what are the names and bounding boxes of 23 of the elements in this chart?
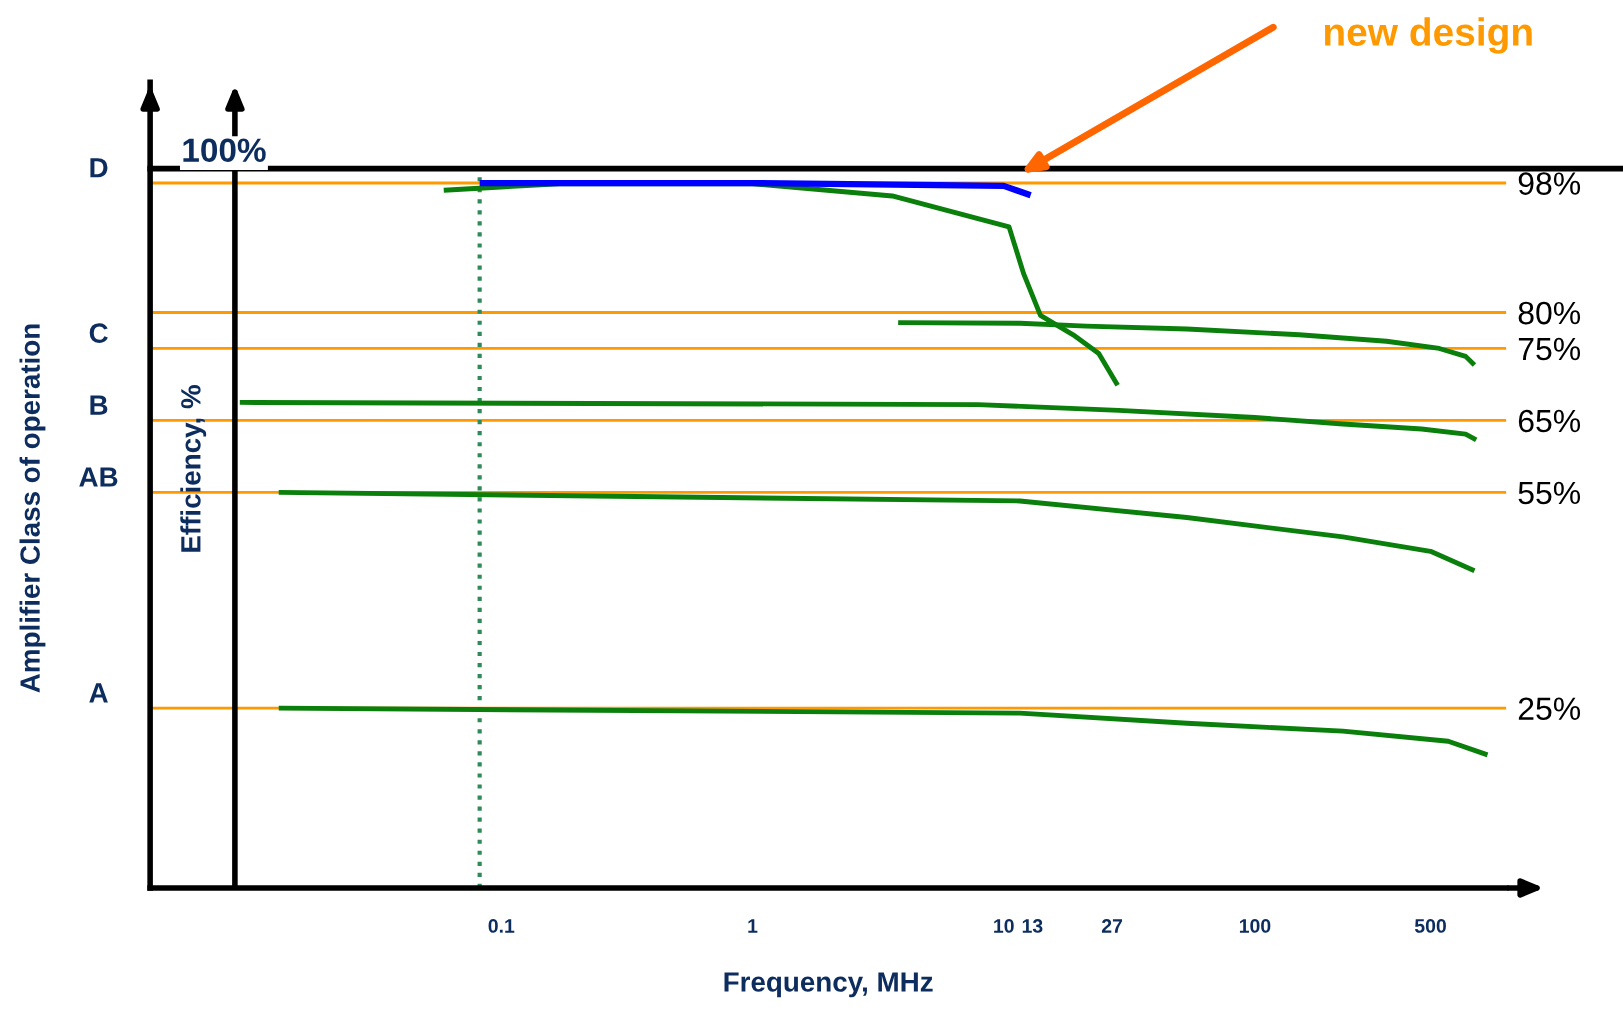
y-tick-label: 65% xyxy=(1518,409,1581,433)
y-tick-label: 55% xyxy=(1518,481,1581,505)
x-axis-title: Frequency, MHz xyxy=(724,972,933,998)
ref-line-label: 100% xyxy=(183,138,266,163)
text: D xyxy=(90,158,108,178)
text: B xyxy=(90,395,108,415)
x-tick-label: 27 xyxy=(1101,919,1123,933)
text: A xyxy=(89,683,108,703)
text: C xyxy=(89,323,108,343)
y-axis-title: Amplifier Class of operation xyxy=(19,324,46,693)
y-tick-label: 98% xyxy=(1518,172,1581,195)
x-tick-label: 1 xyxy=(748,919,758,933)
x-tick-label: 100 xyxy=(1239,919,1271,933)
text: new design xyxy=(1324,17,1532,54)
y-tick-label: 25% xyxy=(1518,697,1581,721)
text: AB xyxy=(79,467,118,487)
x-tick-label: 10 xyxy=(994,919,1014,933)
x-tick-label: 13 xyxy=(1022,919,1043,933)
y2-axis-title: Efficiency, % xyxy=(180,385,207,552)
y-tick-label: 75% xyxy=(1518,337,1581,361)
x-tick-label: 0.1 xyxy=(488,919,515,933)
x-tick-label: 500 xyxy=(1414,919,1446,933)
y-tick-label: 80% xyxy=(1518,301,1581,325)
